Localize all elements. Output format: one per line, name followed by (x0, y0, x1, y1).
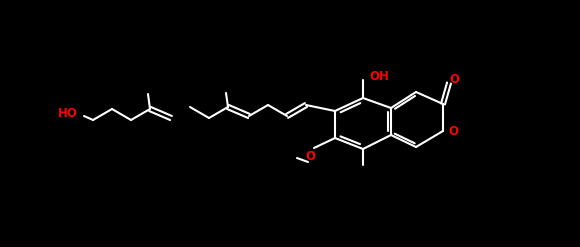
Text: HO: HO (58, 106, 78, 120)
Text: O: O (449, 73, 459, 85)
Text: O: O (305, 149, 315, 163)
Text: O: O (448, 124, 458, 138)
Text: OH: OH (369, 69, 389, 82)
